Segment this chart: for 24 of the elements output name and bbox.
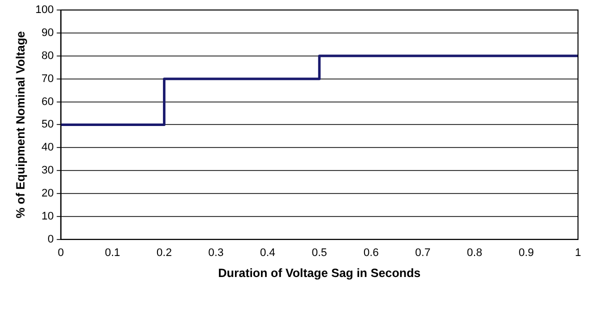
y-tick-label: 0 (48, 233, 54, 246)
y-tick-label: 10 (42, 210, 54, 222)
y-tick-label: 80 (42, 50, 54, 62)
y-tick-label: 70 (42, 72, 54, 85)
y-tick-label: 60 (42, 96, 54, 108)
y-tick-label: 40 (42, 142, 54, 154)
x-tick-label: 0.8 (466, 247, 482, 260)
x-tick-label: 0 (58, 247, 64, 260)
x-tick-label: 0.2 (156, 247, 172, 260)
y-tick-label: 100 (35, 4, 54, 16)
x-tick-label: 1 (574, 247, 582, 260)
x-tick-label: 0.4 (260, 247, 276, 260)
x-tick-label: 0.7 (415, 247, 430, 260)
x-axis-title: Duration of Voltage Sag in Seconds (218, 266, 421, 280)
x-tick-label: 0.3 (208, 247, 224, 260)
y-axis-title: % of Equipment Nominal Voltage (14, 30, 28, 218)
y-tick-label: 30 (42, 164, 54, 177)
x-tick-label: 0.6 (363, 247, 379, 260)
x-tick-label: 0.5 (312, 247, 328, 260)
x-tick-label: 0.1 (104, 247, 120, 260)
y-tick-label: 20 (42, 188, 54, 200)
y-tick-label: 90 (42, 26, 54, 39)
x-tick-label: 0.9 (518, 247, 534, 260)
y-tick-label: 50 (42, 118, 54, 131)
